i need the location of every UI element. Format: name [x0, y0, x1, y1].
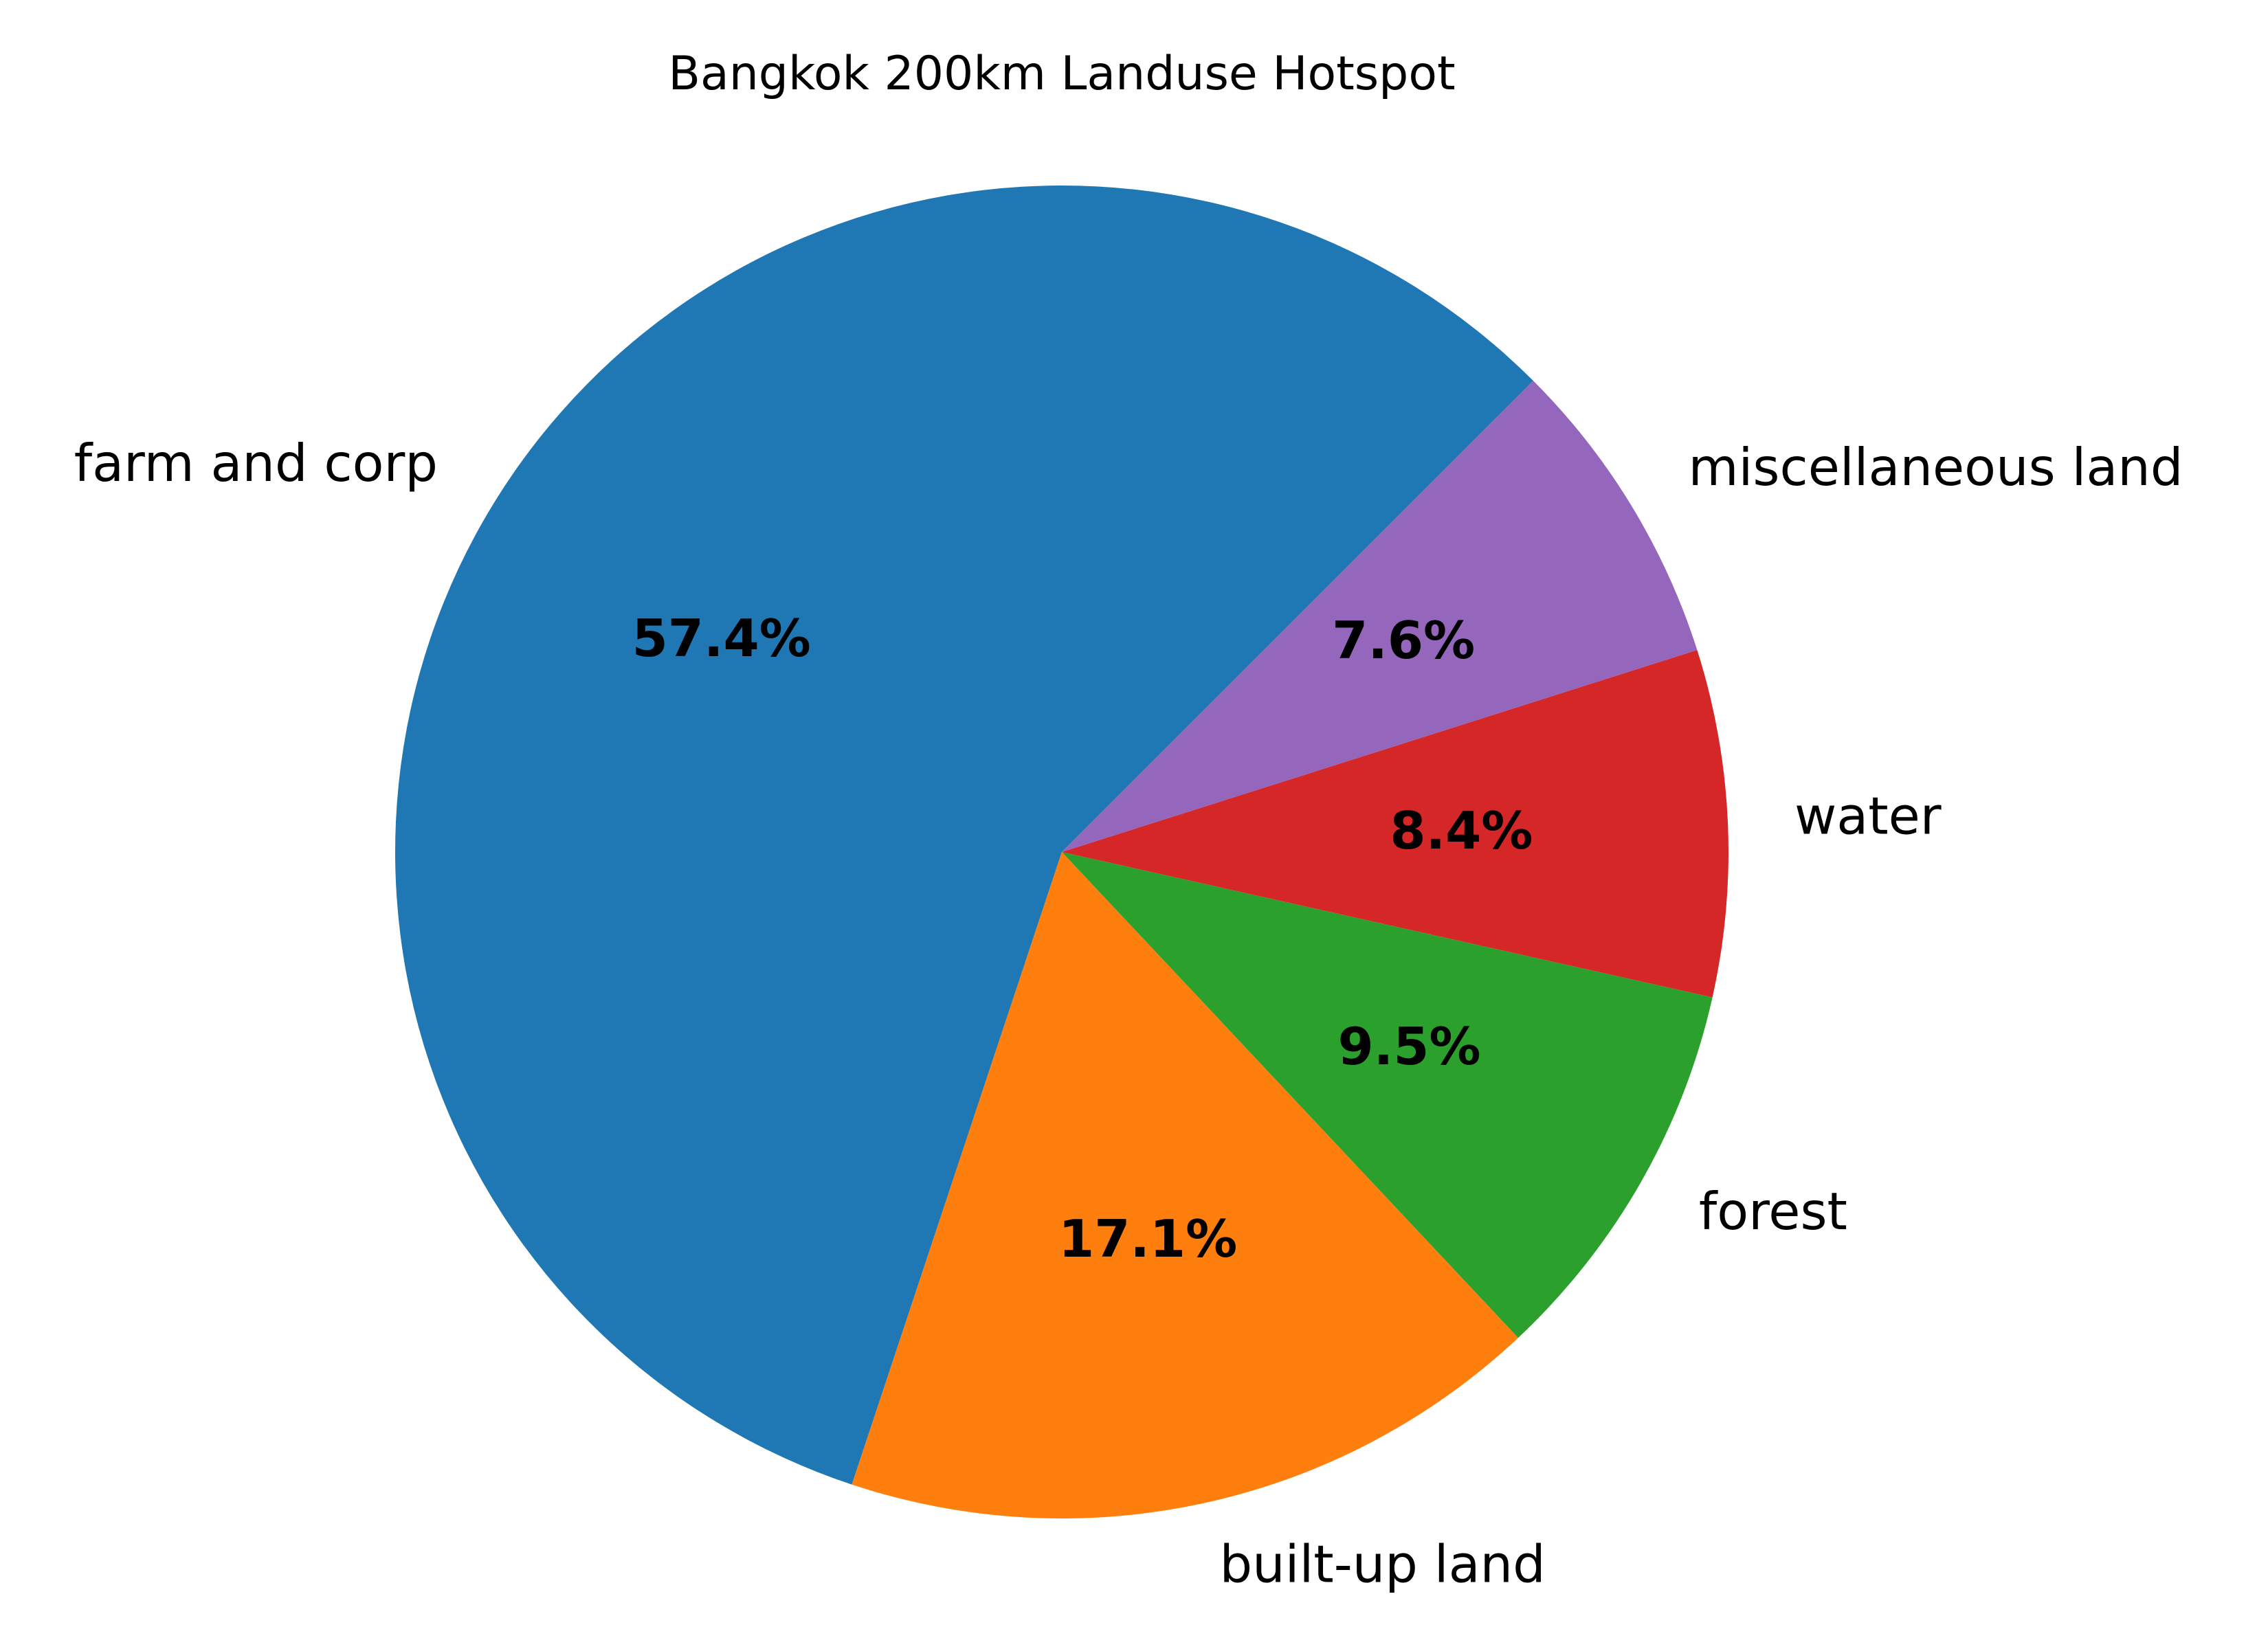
- pct-label-farm-and-corp: 57.4%: [632, 608, 811, 669]
- pie-labels: farm and corp 57.4% built-up land 17.1% fore…: [74, 433, 2183, 1594]
- pct-label-water: 8.4%: [1390, 800, 1533, 861]
- slice-label-forest: forest: [1699, 1181, 1847, 1242]
- pct-label-forest: 9.5%: [1338, 1016, 1481, 1077]
- slice-label-miscellaneous-land: miscellaneous land: [1689, 437, 2183, 497]
- pie-slice-miscellaneous-land: [1062, 381, 1698, 852]
- pie-slice-farm-and-corp: [395, 186, 1533, 1485]
- pct-label-miscellaneous-land: 7.6%: [1332, 610, 1475, 671]
- chart-title: Bangkok 200km Landuse Hotspot: [668, 47, 1455, 101]
- pie-slice-forest: [1062, 852, 1713, 1338]
- slice-label-water: water: [1794, 786, 1942, 846]
- slice-label-farm-and-corp: farm and corp: [74, 433, 438, 493]
- pie-slices: [395, 186, 1728, 1518]
- pct-label-built-up-land: 17.1%: [1058, 1209, 1237, 1269]
- slice-label-built-up-land: built-up land: [1219, 1534, 1545, 1595]
- pie-slice-built-up-land: [852, 852, 1519, 1518]
- pie-slice-water: [1062, 650, 1728, 998]
